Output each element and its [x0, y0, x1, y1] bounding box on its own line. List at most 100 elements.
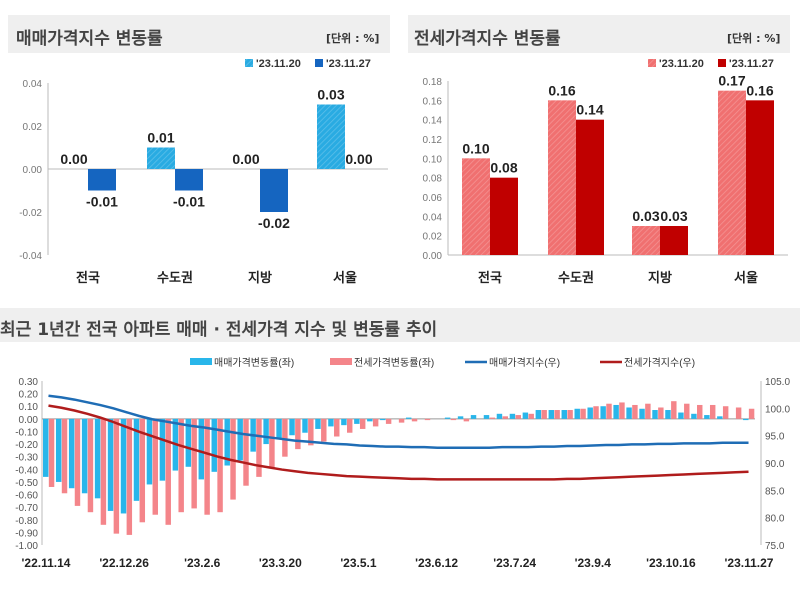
trend-bar — [269, 418, 275, 469]
x-tick-label: '22.11.14 — [22, 556, 71, 570]
trend-bar — [457, 416, 464, 419]
y-tick-label: 0.06 — [423, 193, 443, 204]
x-tick-label: '23.9.4 — [575, 556, 612, 570]
bar — [746, 100, 774, 255]
y-tick-label: 0.12 — [423, 135, 443, 146]
trend-bar — [639, 408, 645, 419]
trend-bar — [748, 408, 755, 419]
legend-label: 전세가격지수(우) — [624, 356, 695, 369]
trend-bar — [658, 407, 664, 419]
trend-line — [48, 404, 749, 481]
data-label: 0.08 — [490, 160, 517, 176]
trend-bar — [346, 418, 353, 433]
left-tick-label: 0.30 — [19, 377, 39, 388]
trend-bar — [372, 418, 379, 427]
trend-bar — [87, 418, 94, 513]
trend-bar — [263, 418, 269, 445]
data-label: 0.17 — [718, 73, 745, 89]
y-tick-label: 0.16 — [423, 96, 443, 107]
trend-bar — [380, 418, 386, 421]
left-tick-label: -0.60 — [15, 491, 38, 502]
category-label: 지방 — [648, 270, 672, 285]
bar — [260, 169, 288, 212]
trend-bar — [359, 418, 366, 429]
category-label: 서울 — [734, 270, 758, 285]
left-tick-label: 0.00 — [19, 415, 39, 426]
trend-bar — [541, 410, 547, 419]
data-label: 0.00 — [345, 151, 372, 167]
bar — [147, 147, 175, 169]
category-label: 수도권 — [157, 270, 193, 285]
trend-bar — [191, 418, 197, 509]
trend-bar — [528, 413, 534, 419]
trend-bar — [554, 410, 560, 419]
left-tick-label: -0.50 — [15, 478, 38, 489]
trend-bar — [139, 418, 146, 523]
left-tick-label: -0.80 — [15, 516, 38, 527]
legend-swatch — [315, 59, 323, 67]
x-tick-label: '22.12.26 — [99, 556, 149, 570]
trend-bar — [204, 418, 210, 515]
category-label: 전국 — [76, 270, 100, 285]
y-tick-label: 0.00 — [423, 251, 443, 262]
trend-bar — [100, 418, 107, 525]
trend-line — [48, 394, 749, 449]
legend-label: '23.11.20 — [659, 58, 704, 70]
left-tick-label: -0.70 — [15, 503, 38, 514]
trend-bar — [678, 412, 684, 419]
right-tick-label: 75.0 — [765, 541, 785, 552]
y-tick-label: 0.00 — [23, 165, 43, 176]
trend-bar — [198, 418, 205, 480]
trend-bar — [502, 416, 509, 419]
trend-bar — [385, 418, 392, 424]
y-tick-label: 0.02 — [23, 122, 43, 133]
data-label: 0.03 — [317, 87, 344, 103]
jeonse-chart-title: 전세가격지수 변동률 — [414, 29, 561, 49]
bar — [660, 226, 688, 255]
trend-bar — [450, 418, 457, 421]
trend-bar — [334, 418, 340, 437]
trend-bar — [81, 418, 88, 494]
data-label: 0.10 — [462, 140, 489, 156]
trend-bar — [398, 418, 405, 423]
trend-bar — [74, 418, 81, 506]
trend-bar — [224, 418, 230, 466]
y-tick-label: 0.04 — [23, 79, 43, 90]
trend-bar — [613, 404, 619, 419]
y-tick-label: 0.14 — [423, 116, 443, 127]
trend-bar — [535, 410, 542, 419]
category-label: 전국 — [478, 270, 502, 285]
trend-bar — [463, 418, 470, 422]
legend-label: 매매가격지수(우) — [489, 356, 560, 369]
trend-bar — [107, 418, 114, 511]
y-tick-label: 0.02 — [423, 232, 443, 243]
trend-bar — [43, 418, 49, 477]
data-label: 0.16 — [746, 82, 773, 98]
trend-bar — [632, 404, 638, 419]
x-tick-label: '23.10.16 — [646, 556, 696, 570]
trend-bar — [321, 418, 327, 442]
trend-bar — [68, 418, 75, 489]
trend-bar — [489, 417, 496, 419]
trend-bar — [48, 418, 55, 487]
jeonse-unit-label: [단위 : %] — [727, 32, 781, 45]
bar — [317, 104, 345, 169]
trend-bar — [665, 410, 671, 419]
y-tick-label: 0.10 — [423, 154, 443, 165]
trend-bar — [256, 418, 262, 477]
trend-bar — [704, 415, 710, 419]
trend-bar — [405, 417, 412, 419]
bar — [88, 169, 116, 191]
trend-bar — [302, 418, 308, 433]
data-label: 0.00 — [232, 151, 259, 167]
bar — [490, 177, 518, 255]
trend-bar — [684, 403, 690, 419]
y-tick-label: 0.08 — [423, 174, 443, 185]
trend-bar — [211, 418, 217, 472]
x-tick-label: '23.2.6 — [184, 556, 221, 570]
data-label: -0.01 — [173, 194, 205, 210]
trend-bar — [185, 418, 192, 467]
bar — [718, 90, 746, 256]
right-tick-label: 100.0 — [765, 404, 790, 415]
trend-bar — [515, 415, 521, 419]
